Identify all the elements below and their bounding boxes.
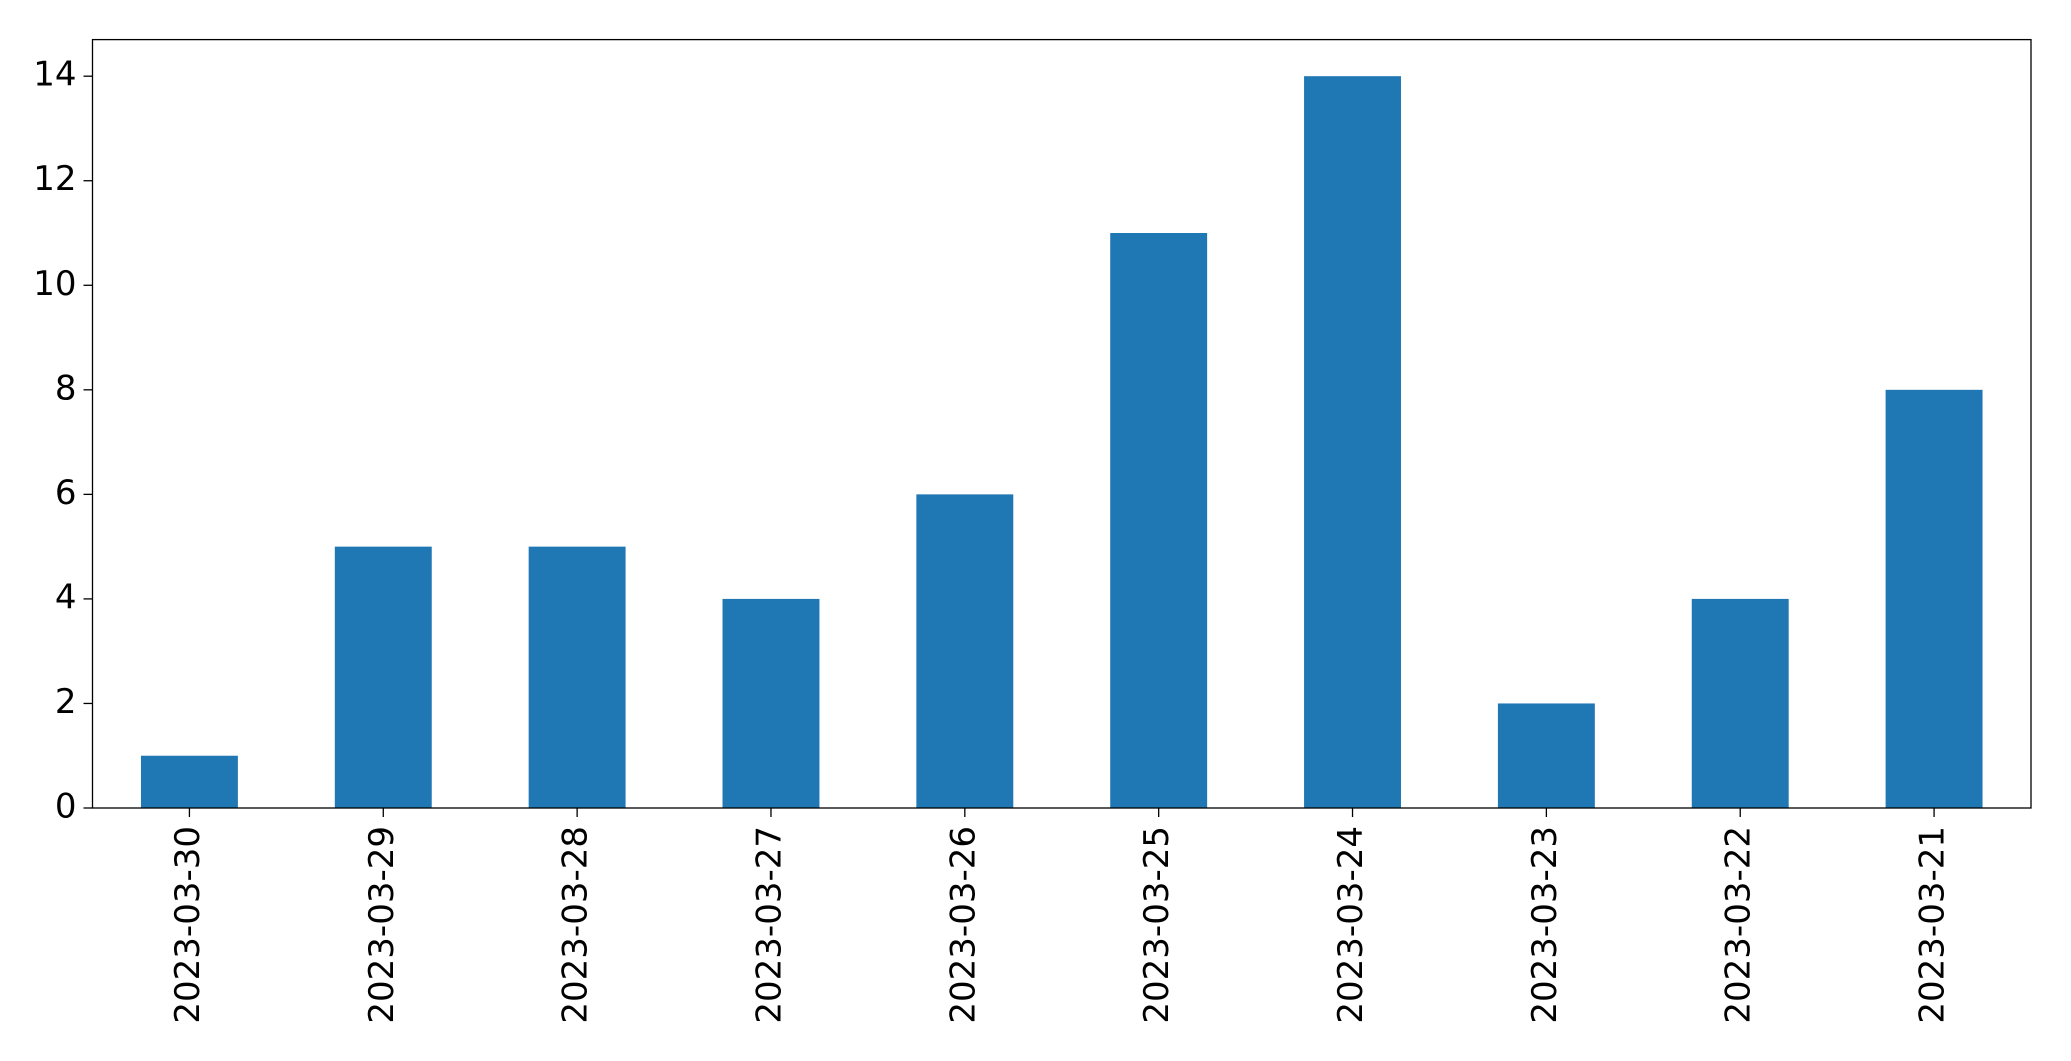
y-tick-label: 10 <box>33 264 76 304</box>
x-tick-label: 2023-03-30 <box>168 826 208 1024</box>
y-tick-label: 4 <box>55 577 77 617</box>
bar <box>1497 703 1595 808</box>
x-tick-label: 2023-03-21 <box>1913 826 1953 1024</box>
y-tick-label: 0 <box>55 787 77 827</box>
bar <box>916 494 1014 808</box>
y-tick-label: 6 <box>55 473 77 513</box>
y-tick-label: 8 <box>55 368 77 408</box>
bar <box>1110 233 1208 808</box>
x-tick-label: 2023-03-23 <box>1525 826 1565 1024</box>
bar <box>1304 76 1401 808</box>
bar <box>528 546 626 808</box>
bar <box>140 755 238 808</box>
x-tick-label: 2023-03-26 <box>943 826 983 1024</box>
x-tick-label: 2023-03-29 <box>362 826 402 1024</box>
y-tick-label: 2 <box>55 682 77 722</box>
x-tick-label: 2023-03-24 <box>1331 826 1371 1024</box>
bar <box>1885 389 1983 808</box>
x-tick-label: 2023-03-25 <box>1137 826 1177 1024</box>
bar <box>722 598 820 808</box>
y-tick-label: 12 <box>33 159 76 199</box>
y-tick-label: 14 <box>33 55 76 95</box>
x-tick-label: 2023-03-28 <box>556 826 596 1024</box>
x-tick-label: 2023-03-27 <box>749 826 789 1024</box>
bar <box>334 546 432 808</box>
x-tick-label: 2023-03-22 <box>1719 826 1759 1024</box>
bar <box>1691 598 1789 808</box>
plot-frame <box>91 38 2032 809</box>
